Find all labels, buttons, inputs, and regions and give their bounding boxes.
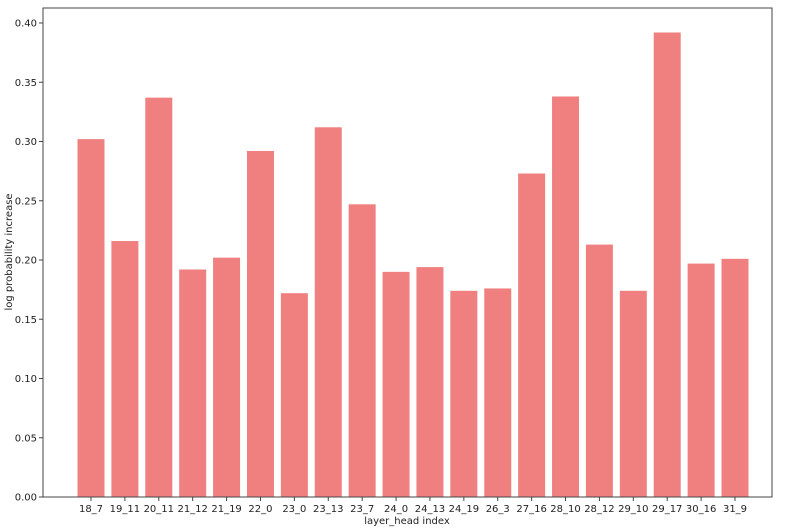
bar-29_10 [619, 290, 647, 497]
bar-26_3 [484, 288, 512, 497]
bar-28_10 [552, 96, 580, 497]
x-tick-label: 22_0 [248, 504, 272, 515]
y-tick-label: 0.30 [15, 137, 37, 148]
x-tick-label: 19_11 [110, 504, 140, 515]
x-tick-label: 23_0 [282, 504, 306, 515]
bar-30_16 [687, 263, 715, 497]
bar-22_0 [246, 150, 274, 498]
x-tick-label: 30_16 [686, 504, 716, 515]
y-tick-label: 0.25 [15, 196, 37, 207]
x-tick-label: 23_7 [350, 504, 374, 515]
bar-21_19 [213, 257, 241, 497]
y-tick-label: 0.15 [15, 315, 37, 326]
x-tick-label: 24_13 [415, 504, 445, 515]
bar-24_13 [416, 267, 444, 497]
x-tick-label: 27_16 [516, 504, 546, 515]
plot-frame [42, 7, 773, 498]
y-tick-label: 0.40 [15, 19, 37, 30]
bar-19_11 [111, 241, 139, 497]
y-tick-label: 0.00 [15, 493, 37, 504]
y-axis: 0.00 0.05 0.10 0.15 0.20 0.25 0.30 0.35 0.40 [15, 19, 43, 504]
bar-23_7 [348, 204, 376, 497]
x-tick-label: 23_13 [313, 504, 343, 515]
x-tick-label: 21_12 [177, 504, 207, 515]
x-tick-label: 26_3 [486, 504, 510, 515]
bar-18_7 [77, 139, 105, 497]
bars-group [77, 32, 749, 498]
y-axis-title: log probability increase [4, 193, 15, 310]
y-tick-label: 0.05 [15, 433, 37, 444]
bar-23_0 [280, 293, 308, 497]
bar-23_13 [314, 127, 342, 497]
x-axis: 18_7 19_11 20_11 21_12 21_19 22_0 23_0 23_13 23_… [79, 497, 747, 515]
bar-24_0 [382, 271, 410, 497]
x-tick-label: 21_19 [211, 504, 241, 515]
x-tick-label: 28_12 [584, 504, 614, 515]
bar-28_12 [585, 244, 613, 497]
x-tick-label: 18_7 [79, 504, 103, 515]
x-tick-label: 20_11 [144, 504, 174, 515]
x-tick-label: 28_10 [550, 504, 580, 515]
bar-31_9 [721, 258, 749, 497]
y-tick-label: 0.35 [15, 78, 37, 89]
x-tick-label: 31_9 [723, 504, 747, 515]
y-tick-label: 0.20 [15, 256, 37, 267]
x-tick-label: 24_0 [384, 504, 408, 515]
x-axis-title: layer_head index [364, 516, 450, 527]
y-tick-label: 0.10 [15, 374, 37, 385]
bar-21_12 [179, 269, 207, 497]
bar-20_11 [145, 97, 173, 498]
bar-27_16 [518, 173, 546, 497]
bar-24_19 [450, 290, 478, 497]
x-tick-label: 29_10 [618, 504, 648, 515]
bar-29_17 [653, 32, 681, 497]
x-tick-label: 29_17 [652, 504, 682, 515]
x-tick-label: 24_19 [449, 504, 479, 515]
